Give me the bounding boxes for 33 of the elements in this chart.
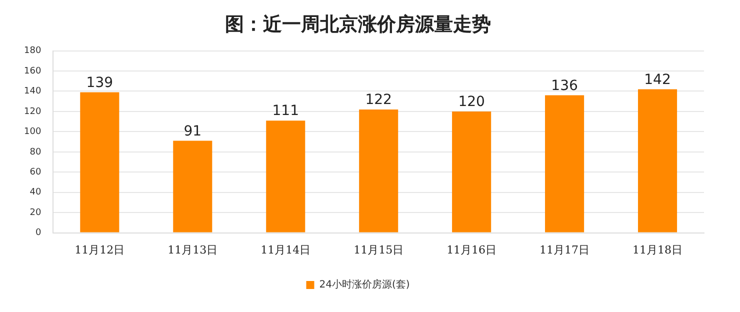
y-tick-label: 100 (24, 127, 42, 138)
legend-label: 24小时涨价房源(套) (319, 278, 410, 291)
data-label: 91 (184, 123, 202, 140)
bar (452, 111, 492, 232)
bar (359, 109, 398, 232)
y-tick-label: 140 (24, 86, 42, 97)
data-label: 139 (86, 74, 114, 91)
y-tick-label: 40 (30, 188, 42, 198)
bar (266, 120, 306, 232)
x-tick-label: 11月14日 (260, 243, 311, 256)
x-tick-label: 11月13日 (168, 243, 218, 256)
x-tick-label: 11月18日 (632, 243, 683, 256)
y-tick-label: 120 (24, 106, 42, 117)
y-tick-label: 20 (30, 208, 42, 218)
y-tick-label: 0 (35, 228, 42, 238)
bar (545, 95, 584, 232)
data-label: 111 (272, 103, 299, 120)
data-label: 122 (365, 92, 392, 108)
x-tick-label: 11月16日 (446, 243, 497, 256)
x-tick-label: 11月15日 (354, 243, 404, 256)
data-label: 142 (644, 72, 671, 88)
bar (173, 140, 212, 232)
bar (80, 92, 120, 232)
y-tick-label: 60 (30, 167, 42, 178)
y-tick-label: 160 (24, 66, 42, 76)
x-tick-label: 11月17日 (540, 243, 590, 256)
data-label: 120 (458, 94, 485, 110)
bar (638, 89, 678, 232)
y-tick-label: 80 (30, 147, 42, 158)
y-tick-label: 180 (24, 46, 42, 56)
chart-title: 图：近一周北京涨价房源量走势 (225, 13, 491, 36)
data-label: 136 (551, 78, 578, 94)
x-tick-label: 11月12日 (74, 243, 125, 256)
